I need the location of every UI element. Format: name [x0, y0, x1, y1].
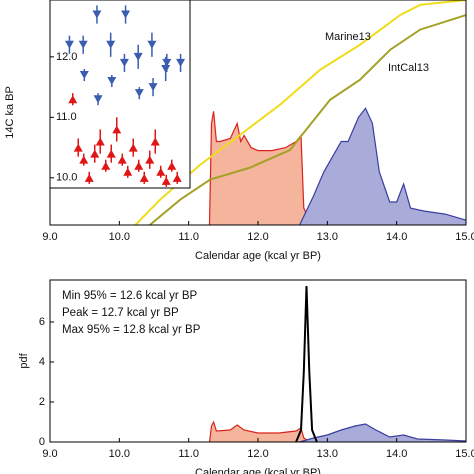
- marker: [161, 176, 171, 185]
- annotation: Max 95% = 12.8 kcal yr BP: [62, 324, 201, 336]
- marker: [148, 83, 158, 92]
- marker: [147, 40, 157, 49]
- x-tick-label: 10.0: [109, 231, 130, 243]
- marker: [150, 137, 160, 146]
- marker: [117, 155, 127, 164]
- marker: [101, 161, 111, 170]
- marker: [92, 10, 102, 19]
- x-tick-label: 11.0: [178, 448, 199, 460]
- marker: [162, 58, 172, 67]
- x-tick-label: 11.0: [178, 231, 199, 243]
- line: [149, 14, 467, 226]
- y-tick-label: 12.0: [56, 51, 77, 63]
- marker: [128, 143, 138, 152]
- x-tick-label: 10.0: [109, 448, 130, 460]
- marker: [64, 40, 74, 49]
- y-tick-label: 4: [39, 356, 45, 368]
- x-tick-label: 14.0: [386, 231, 407, 243]
- y-tick-label: 6: [39, 316, 45, 328]
- marker: [123, 167, 133, 176]
- marker: [106, 149, 116, 158]
- y-tick-label: 2: [39, 396, 45, 408]
- marker: [134, 161, 144, 170]
- marker: [84, 173, 94, 182]
- series-label: Marine13: [325, 31, 371, 43]
- marker: [78, 40, 88, 49]
- marker: [73, 143, 83, 152]
- panel: Marine13 IntCal13 9.0 10.0 11.0 12.0 13.0 14.0 1…: [4, 0, 474, 262]
- x-axis-label: Calendar age (kcal yr BP): [195, 250, 321, 262]
- line: [295, 285, 318, 443]
- y-axis-label: pdf: [18, 352, 30, 368]
- marker: [90, 149, 100, 158]
- marker: [145, 155, 155, 164]
- y-axis-label: 14C ka BP: [4, 86, 16, 139]
- area-fill: [209, 111, 321, 225]
- x-tick-label: 12.0: [247, 448, 268, 460]
- marker: [167, 161, 177, 170]
- area-fill: [209, 422, 310, 442]
- marker: [79, 155, 89, 164]
- marker: [112, 125, 122, 134]
- marker: [68, 95, 78, 104]
- marker: [156, 167, 166, 176]
- x-tick-label: 14.0: [386, 448, 407, 460]
- marker: [107, 77, 117, 86]
- inset: 10.0 11.0 12.0: [49, 0, 191, 189]
- series-label: IntCal13: [388, 62, 429, 74]
- marker: [172, 173, 182, 182]
- annotation: Min 95% = 12.6 kcal yr BP: [62, 290, 198, 302]
- marker: [119, 58, 129, 67]
- area-outline: [299, 423, 467, 443]
- x-axis-label: Calendar age (kcal yr BP): [195, 467, 321, 474]
- marker: [93, 95, 103, 104]
- area-fill: [299, 108, 466, 225]
- marker: [134, 89, 144, 98]
- marker: [95, 137, 105, 146]
- annotation: Peak = 12.7 kcal yr BP: [62, 307, 179, 319]
- marker: [161, 64, 171, 73]
- marker: [139, 173, 149, 182]
- marker: [79, 71, 89, 79]
- area-outline: [208, 111, 321, 226]
- x-tick-label: 13.0: [317, 448, 338, 460]
- marker: [121, 10, 131, 19]
- y-tick-label: 11.0: [56, 111, 77, 123]
- plot-frame: [49, 279, 467, 443]
- x-tick-label: 15.0: [455, 231, 474, 243]
- y-tick-label: 0: [39, 436, 45, 448]
- marker: [106, 40, 116, 49]
- x-tick-label: 12.0: [247, 231, 268, 243]
- x-tick-label: 9.0: [42, 231, 57, 243]
- marker: [176, 58, 186, 67]
- x-tick-label: 13.0: [317, 231, 338, 243]
- area-outline: [299, 107, 467, 226]
- x-tick-label: 15.0: [455, 448, 474, 460]
- y-tick-label: 10.0: [56, 172, 77, 184]
- area-fill: [299, 424, 466, 442]
- panel: 9.0 10.0 11.0 12.0 13.0 14.0 15.0 Calendar age …: [18, 279, 474, 474]
- marker: [133, 52, 143, 61]
- x-tick-label: 9.0: [42, 448, 57, 460]
